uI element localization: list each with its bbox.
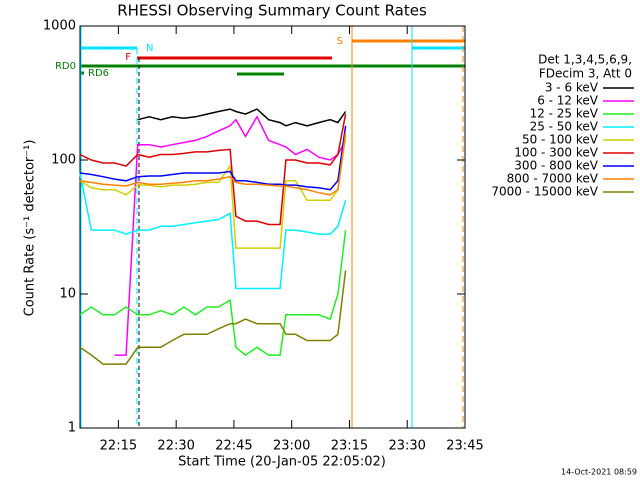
legend-header: Det 1,3,4,5,6,9,: [538, 53, 632, 67]
series-line: [114, 115, 347, 356]
legend-label: 800 - 7000 keV: [507, 172, 599, 186]
legend-label: 7000 - 15000 keV: [491, 185, 598, 199]
interval-markers: [80, 26, 465, 428]
x-axis-label: Start Time (20-Jan-05 22:05:02): [178, 455, 386, 470]
plot-frame: [79, 25, 466, 429]
series-line: [79, 270, 347, 365]
legend-header: FDecim 3, Att 0: [539, 67, 632, 81]
legend-label: 3 - 6 keV: [545, 81, 599, 95]
series-line: [79, 172, 347, 290]
series-line: [79, 113, 347, 226]
y-tick-label: 10: [59, 287, 76, 302]
y-tick-label: 1: [68, 421, 76, 436]
x-tick-label: 22:30: [157, 439, 194, 454]
annotation: S: [337, 36, 343, 47]
y-tick-label: 1000: [43, 19, 76, 34]
chart-title: RHESSI Observing Summary Count Rates: [117, 2, 427, 20]
legend-label: 6 - 12 keV: [537, 94, 599, 108]
y-tick-label: 100: [51, 153, 76, 168]
x-tick-label: 23:15: [331, 439, 368, 454]
series-line: [79, 132, 347, 196]
annotation: F: [125, 52, 131, 63]
legend-label: 300 - 800 keV: [514, 159, 598, 173]
legend-label: 25 - 50 keV: [530, 120, 599, 134]
footer: 14-Oct-2021 08:59: [561, 468, 637, 477]
series-line: [79, 136, 347, 249]
legend-label: 100 - 300 keV: [514, 146, 598, 160]
x-tick-label: 23:30: [388, 439, 425, 454]
x-tick-label: 23:00: [273, 439, 310, 454]
x-tick-label: 22:15: [100, 439, 137, 454]
x-tick-label: 23:45: [446, 439, 483, 454]
legend-label: 12 - 25 keV: [530, 107, 599, 121]
annotation: RD0: [55, 61, 76, 72]
x-tick-label: 22:45: [215, 439, 252, 454]
y-axis-label: Count Rate (s⁻¹ detector⁻¹): [23, 140, 38, 317]
annotation: RD6: [88, 68, 109, 79]
annotation: N: [146, 43, 153, 54]
series-line: [79, 230, 347, 357]
series-line: [79, 125, 347, 191]
series-line: [137, 108, 347, 127]
legend-label: 50 - 100 keV: [522, 133, 599, 147]
